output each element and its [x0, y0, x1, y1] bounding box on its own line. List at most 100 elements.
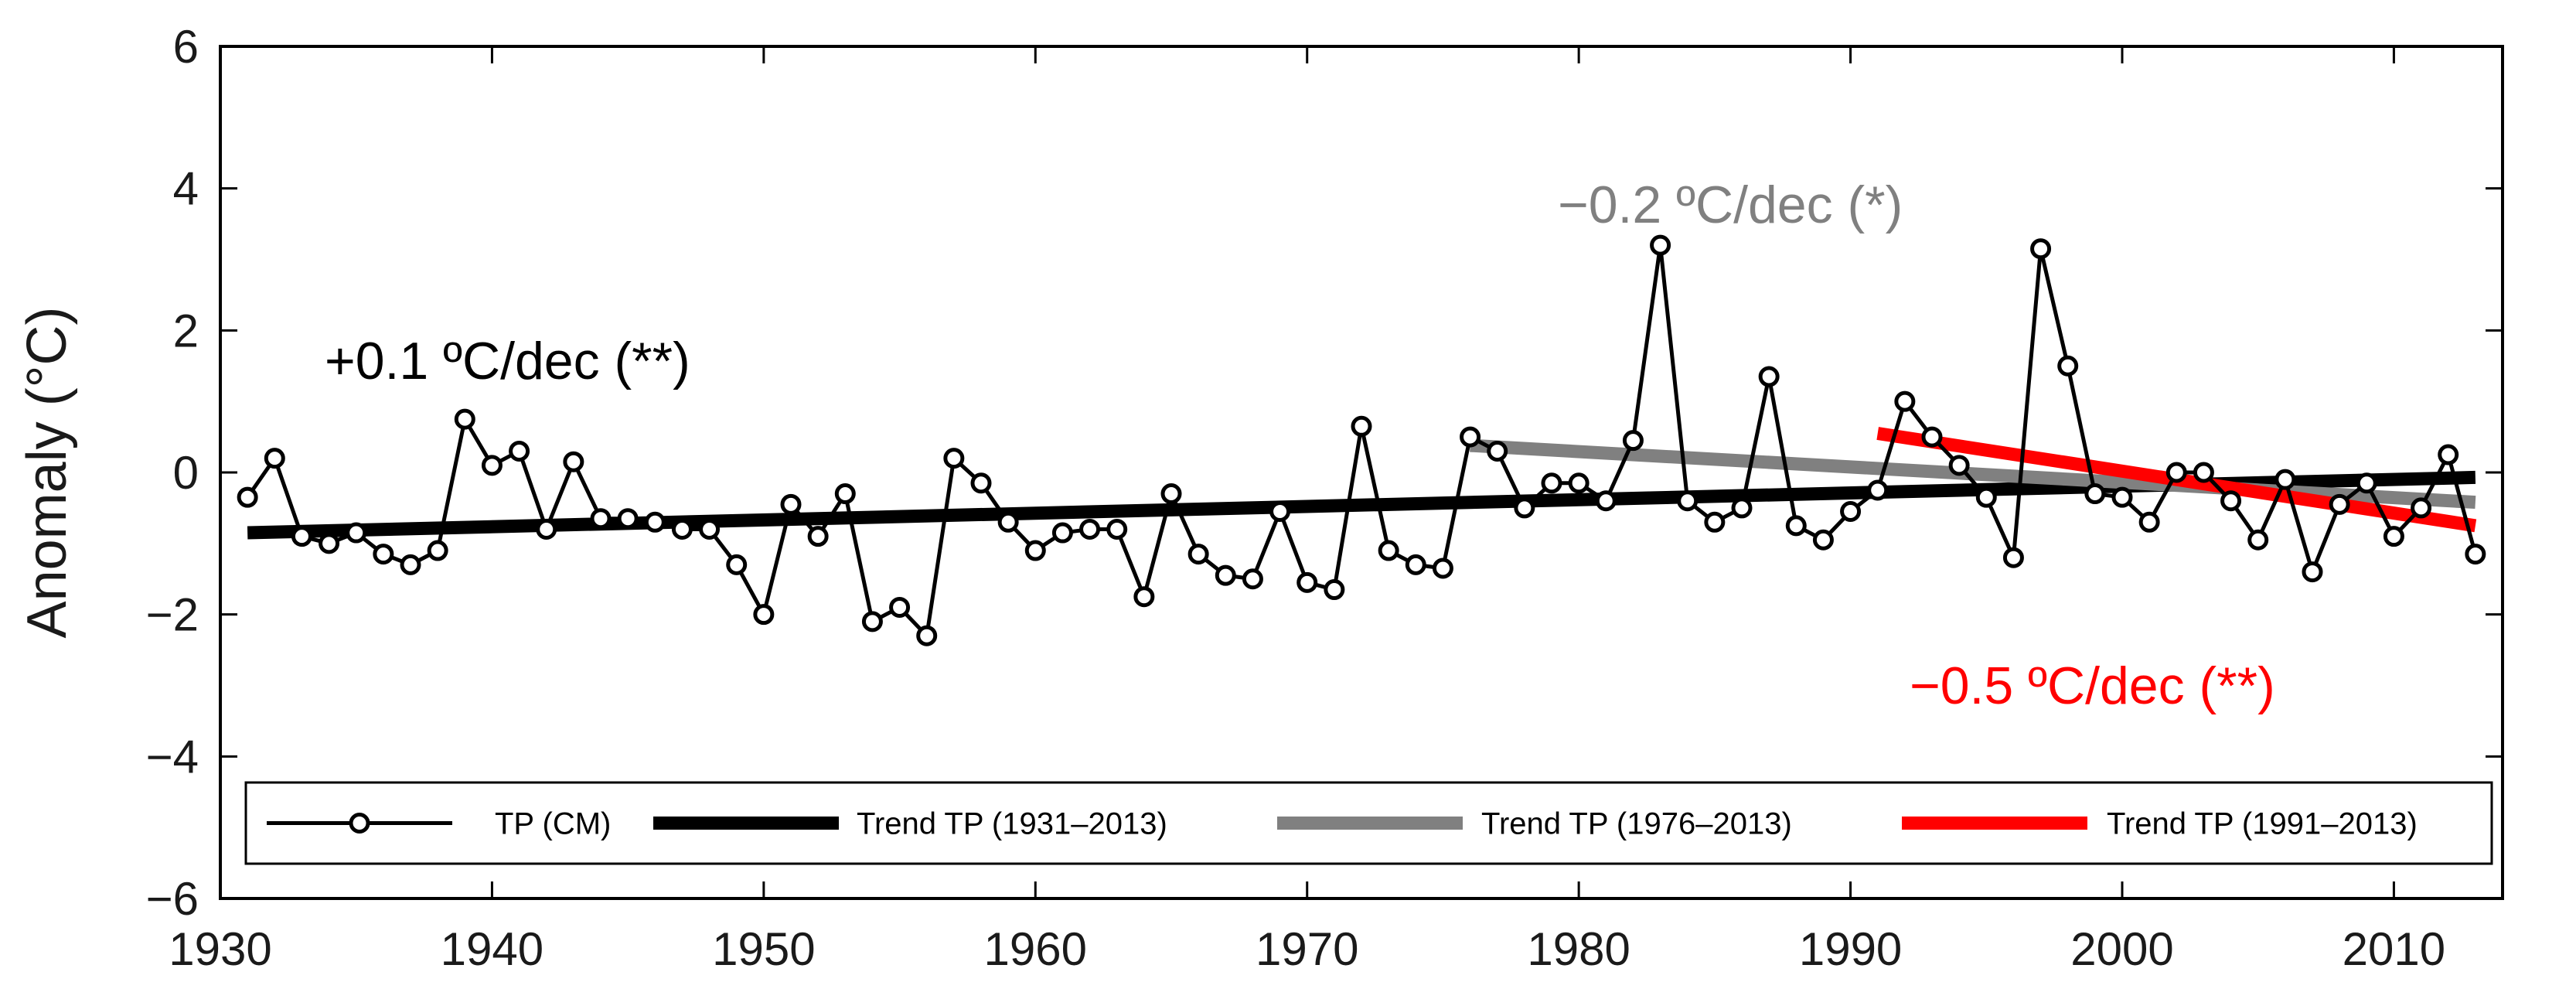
data-point — [291, 526, 312, 547]
data-point — [536, 518, 557, 540]
data-point — [1812, 529, 1834, 551]
data-point — [2329, 493, 2350, 515]
y-tick-label: 0 — [173, 447, 199, 499]
data-point — [1731, 497, 1753, 519]
data-point — [861, 611, 883, 632]
data-point — [1514, 497, 1535, 519]
data-point — [1324, 579, 1345, 601]
annotations: +0.1 ºC/dec (**) −0.2 ºC/dec (*) −0.5 ºC… — [325, 176, 2275, 715]
data-point — [970, 472, 992, 494]
data-point — [1677, 490, 1699, 512]
data-point — [1487, 440, 1508, 462]
y-tick-label: −2 — [146, 589, 199, 641]
data-point — [1840, 501, 1862, 523]
y-tick-label: −6 — [146, 873, 199, 925]
x-tick-label: 1970 — [1256, 923, 1358, 975]
data-point — [1160, 483, 1182, 505]
data-point — [1269, 501, 1291, 523]
data-point — [916, 625, 938, 646]
data-point — [834, 483, 856, 505]
data-point — [1460, 426, 1481, 448]
data-point — [1133, 586, 1155, 608]
data-point — [1024, 540, 1046, 561]
data-point — [264, 448, 285, 469]
data-point — [2302, 561, 2323, 583]
data-point — [1405, 554, 1426, 575]
data-point — [2438, 444, 2459, 465]
data-point — [726, 554, 748, 575]
data-point — [509, 440, 530, 462]
data-point — [1106, 518, 1128, 540]
data-point — [1541, 472, 1562, 494]
trend-annotation-1976-2013: −0.2 ºC/dec (*) — [1558, 176, 1903, 234]
data-point — [997, 511, 1019, 533]
x-tick-labels: 1930 1940 1950 1960 1970 1980 1990 2000 2010 — [169, 923, 2445, 975]
data-point — [319, 533, 340, 554]
legend: TP (CM) Trend TP (1931–2013) Trend TP (197… — [244, 781, 2493, 865]
data-point — [2193, 462, 2214, 483]
data-point — [1187, 544, 1209, 565]
x-tick-label: 1950 — [712, 923, 815, 975]
legend-marker-tp-cm — [349, 813, 370, 834]
data-point — [2465, 544, 2486, 565]
y-tick-labels: 6 4 2 0 −2 −4 −6 — [146, 21, 199, 925]
x-tick-label: 1940 — [441, 923, 543, 975]
data-point — [1650, 234, 1671, 256]
data-point — [2084, 483, 2106, 505]
y-tick-label: 6 — [173, 21, 199, 73]
data-point — [481, 455, 503, 476]
data-point — [644, 511, 666, 533]
data-point — [2411, 497, 2432, 519]
trend-line-1976-2013 — [1470, 438, 2476, 510]
y-tick-label: 4 — [173, 163, 199, 215]
data-point — [807, 526, 829, 547]
data-point — [780, 493, 802, 515]
data-point — [671, 518, 693, 540]
data-point — [889, 596, 911, 618]
x-tick-label: 1960 — [984, 923, 1087, 975]
data-point — [2002, 547, 2024, 568]
data-point — [1867, 479, 1889, 501]
x-tick-label: 1990 — [1799, 923, 1902, 975]
data-point — [699, 518, 721, 540]
data-point — [1894, 390, 1916, 412]
data-point — [753, 604, 775, 626]
data-point — [2356, 472, 2377, 494]
data-point — [1975, 486, 1997, 508]
x-tick-label: 1980 — [1527, 923, 1630, 975]
data-point — [590, 508, 612, 530]
data-point — [2057, 355, 2079, 377]
legend-label-trend-1931-2013: Trend TP (1931–2013) — [857, 807, 1167, 841]
data-point — [2030, 238, 2052, 260]
data-point — [373, 544, 394, 565]
data-point — [1079, 518, 1101, 540]
legend-label-tp-cm: TP (CM) — [495, 807, 611, 841]
y-tick-label: −4 — [146, 731, 199, 782]
data-point — [237, 486, 258, 508]
data-point — [1432, 557, 1453, 579]
legend-label-trend-1991-2013: Trend TP (1991–2013) — [2107, 807, 2418, 841]
plot-frame — [219, 45, 2504, 900]
data-point — [1704, 511, 1726, 533]
trend-annotation-1931-2013: +0.1 ºC/dec (**) — [325, 332, 690, 390]
data-point — [1378, 540, 1399, 561]
y-tick-label: 2 — [173, 305, 199, 356]
data-point — [1758, 366, 1780, 387]
data-point — [2165, 462, 2187, 483]
data-point — [2111, 486, 2133, 508]
data-point — [617, 508, 639, 530]
data-point — [427, 540, 448, 561]
data-point — [1622, 430, 1644, 452]
data-point — [1051, 522, 1073, 544]
data-point — [2247, 529, 2269, 551]
data-point — [1351, 415, 1372, 437]
data-point — [2138, 511, 2160, 533]
data-point — [454, 408, 475, 430]
data-point — [1948, 455, 1970, 476]
data-point — [1921, 426, 1943, 448]
data-point — [943, 448, 965, 469]
trend-annotation-1991-2013: −0.5 ºC/dec (**) — [1910, 656, 2275, 715]
data-point — [1215, 564, 1236, 586]
series-tp-cm — [237, 234, 2486, 646]
